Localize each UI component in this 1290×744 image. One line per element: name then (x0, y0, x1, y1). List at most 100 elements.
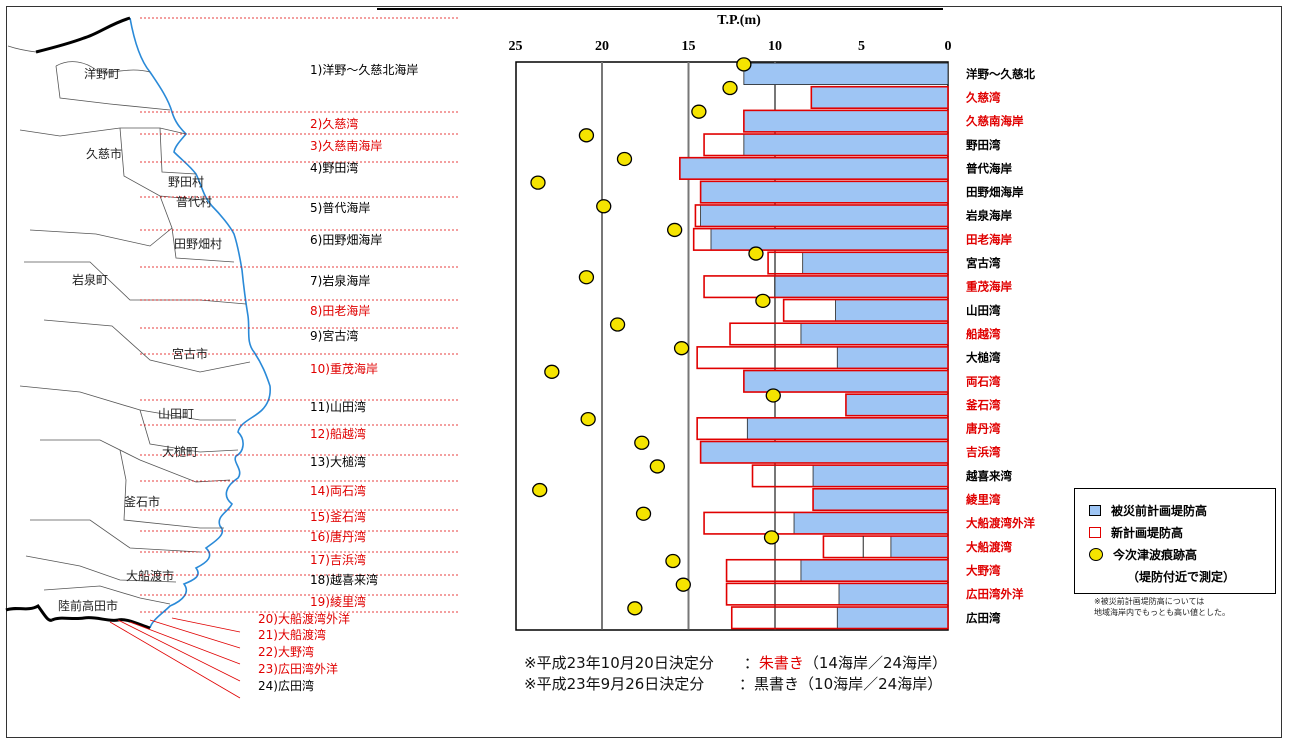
coast-label: 20)大船渡湾外洋 (258, 611, 350, 626)
category-label: 唐丹湾 (965, 422, 1001, 436)
category-label: 宮古湾 (966, 256, 1001, 270)
tsunami-point (532, 482, 548, 498)
town-label: 野田村 (168, 175, 204, 189)
town-label: 洋野町 (84, 66, 120, 81)
category-label: 久慈南海岸 (965, 114, 1024, 128)
bar-before (845, 393, 949, 417)
bar-new (692, 227, 949, 251)
coast-label: 15)釜石湾 (310, 509, 366, 524)
legend-note: ※被災前計画堤防高については 地域海岸内でもっとも高い値とした。 (1094, 596, 1230, 618)
bar-new (743, 369, 949, 393)
bar-new (845, 393, 949, 417)
category-label: 野田湾 (966, 138, 1001, 152)
bar-new (782, 298, 949, 322)
coast-label: 14)両石湾 (310, 483, 366, 498)
coast-label: 7)岩泉海岸 (310, 273, 370, 288)
legend-item-new: 新計画堤防高 (1089, 523, 1183, 541)
coast-leader (109, 621, 241, 699)
x-axis-label: T.P.(m) (717, 13, 761, 28)
bar-new (699, 180, 949, 204)
tsunami-point (634, 435, 650, 450)
bar-new (743, 109, 949, 133)
category-label: 洋野～久慈北 (966, 67, 1035, 81)
tsunami-point (635, 506, 652, 521)
x-tick-label: 10 (768, 39, 782, 54)
tsunami-point (748, 246, 764, 261)
bar-new (751, 464, 949, 488)
category-label: 重茂海岸 (966, 280, 1012, 294)
category-label: 山田湾 (966, 303, 1001, 317)
legend-item-tsunami: 今次津波痕跡高 (1089, 545, 1197, 563)
coast-label: 19)綾里湾 (310, 594, 366, 609)
coast-dividers (109, 17, 460, 699)
coast-label: 24)広田湾 (258, 678, 314, 693)
category-label: 大野湾 (966, 563, 1001, 577)
legend-sub: （堤防付近で測定） (1127, 567, 1235, 585)
bar-before (890, 535, 949, 558)
bar-before (836, 606, 949, 629)
coast-label: 1)洋野～久慈北海岸 (310, 62, 418, 77)
bar-before (700, 441, 949, 464)
note-line-1: ※平成23年10月20日決定分 ：朱書き（14海岸／24海岸） (524, 652, 947, 673)
legend-note-line: 地域海岸内でもっとも高い値とした。 (1094, 608, 1230, 617)
coast-label: 23)広田湾外洋 (258, 661, 338, 676)
bar-new (725, 558, 949, 583)
bar-before (679, 157, 949, 180)
tsunami-point (675, 577, 691, 592)
bar-new (703, 133, 949, 157)
coast-leader (117, 619, 241, 682)
bar-new (679, 156, 949, 180)
coast-leader (171, 617, 241, 633)
note-suffix: （14海岸／24海岸） (803, 654, 948, 672)
coast-label: 6)田野畑海岸 (310, 232, 382, 247)
bar-before (710, 228, 949, 251)
category-label: 吉浜湾 (966, 445, 1001, 459)
town-label: 岩泉町 (72, 272, 108, 287)
bar-new (767, 251, 949, 275)
tsunami-point (722, 80, 738, 96)
category-label: 大船渡湾 (966, 540, 1012, 554)
town-label: 久慈市 (86, 146, 122, 161)
bar-before (802, 251, 949, 275)
category-label: 岩泉海岸 (965, 209, 1012, 223)
category-label: 綾里湾 (966, 493, 1001, 507)
legend-label: 今次津波痕跡高 (1113, 547, 1198, 562)
note-line-2: ※平成23年9月26日決定分 ：黒書き（10海岸／24海岸） (524, 675, 943, 693)
town-label: 釜石市 (124, 494, 160, 509)
coast-label: 8)田老海岸 (310, 303, 370, 318)
category-label: 田老海岸 (966, 232, 1012, 246)
title-underline (377, 0, 943, 10)
bar-before (793, 512, 949, 535)
tsunami-point (691, 104, 707, 119)
category-label: 普代海岸 (966, 161, 1012, 175)
bar-before (700, 204, 949, 227)
bar-new (694, 204, 949, 228)
category-label: 越喜来湾 (965, 469, 1012, 483)
bar-new (696, 417, 949, 441)
tsunami-point (765, 388, 781, 403)
coast-label: 22)大野湾 (258, 644, 314, 659)
bar-before (838, 582, 949, 606)
coast-label: 16)唐丹湾 (310, 529, 366, 544)
tsunami-point (649, 459, 666, 474)
bar-before (800, 322, 949, 346)
tsunami-point (609, 317, 626, 332)
bar-before (743, 133, 949, 156)
town-label: 山田町 (158, 407, 194, 421)
coast-map: 洋野町 久慈市 野田村 普代村 田野畑村 岩泉町 宮古市 山田町 大槌町 釜石市… (5, 16, 460, 699)
tsunami-point (755, 293, 771, 309)
bar-new (699, 440, 949, 464)
category-label: 広田湾外洋 (966, 587, 1024, 601)
tsunami-point (763, 530, 780, 545)
tsunami-point (530, 175, 546, 190)
coast-label: 2)久慈湾 (310, 116, 358, 131)
town-label: 陸前高田市 (58, 598, 118, 613)
tsunami-point (596, 199, 612, 214)
tsunami-point (736, 57, 752, 72)
legend-swatch-new (1089, 526, 1101, 538)
coast-label: 12)船越湾 (310, 426, 366, 441)
town-label: 宮古市 (172, 346, 208, 361)
note-red: 朱書き (758, 654, 804, 672)
coast-label: 17)吉浜湾 (310, 552, 366, 567)
